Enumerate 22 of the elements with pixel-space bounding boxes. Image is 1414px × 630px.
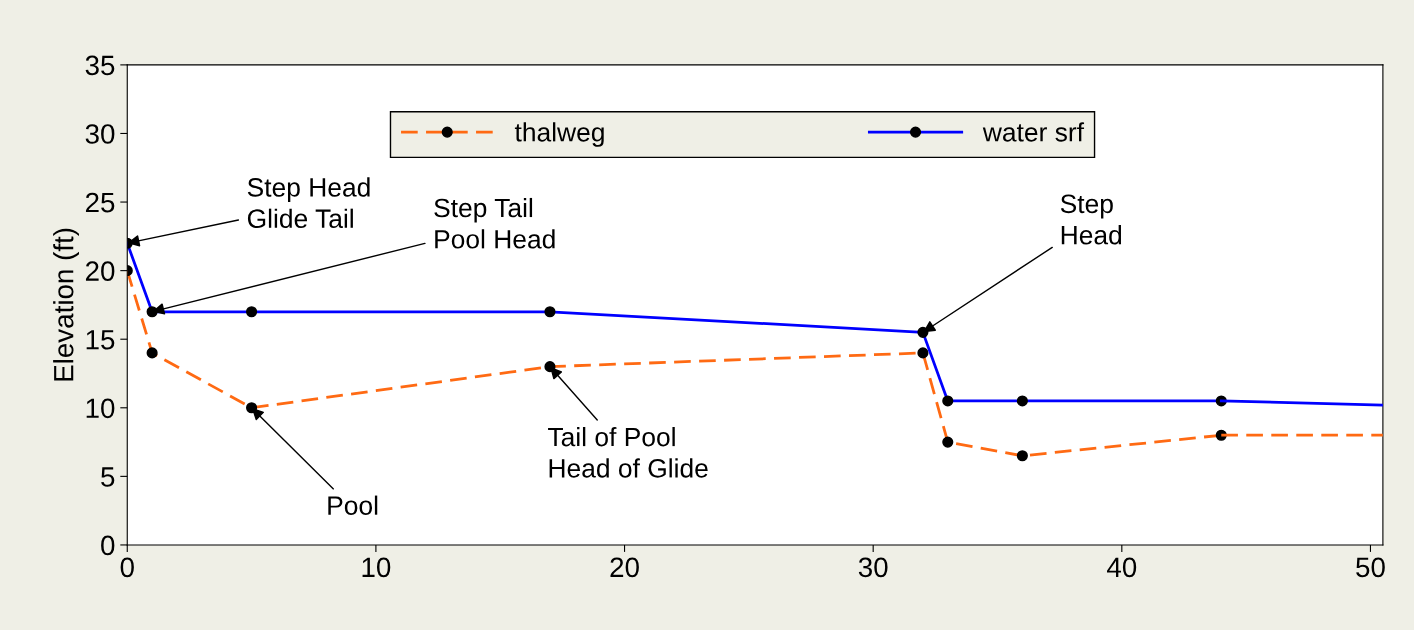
x-tick-label: 20	[610, 557, 639, 578]
x-tick-label: 50	[1356, 557, 1385, 578]
y-tick-label: 0	[101, 535, 115, 556]
y-tick-label: 30	[85, 124, 115, 144]
y-tick-label: 15	[86, 330, 115, 350]
y-axis-title: Elevation (ft)	[53, 228, 79, 381]
legend-label: thalweg	[514, 122, 604, 147]
y-tick-label: 25	[85, 192, 115, 213]
annotation: Pool	[328, 495, 378, 515]
y-tick-label: 5	[101, 467, 115, 487]
x-tick-label: 40	[1107, 557, 1137, 578]
annotation: Step Head	[1060, 194, 1122, 245]
x-tick-label: 30	[858, 557, 888, 578]
annotation: Tail of Pool Head of Glide	[548, 426, 708, 478]
x-tick-label: 0	[120, 557, 134, 578]
y-tick-label: 10	[86, 398, 115, 419]
y-tick-label: 20	[85, 261, 115, 281]
y-tick-label: 35	[85, 55, 115, 76]
x-tick-label: 10	[362, 557, 391, 578]
annotation: Step Tail Pool Head	[434, 197, 555, 249]
legend-label: water srf	[982, 122, 1085, 142]
annotation: Step Head Glide Tail	[247, 177, 370, 229]
